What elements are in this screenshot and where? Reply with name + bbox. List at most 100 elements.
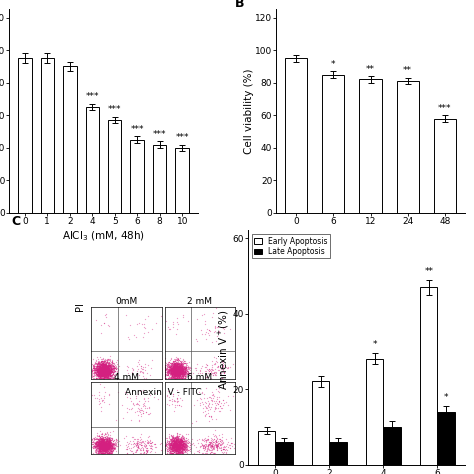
Point: [98, 436, 106, 444]
Point: [214, 437, 222, 445]
Point: [173, 441, 180, 449]
Point: [101, 440, 109, 447]
Point: [179, 367, 187, 374]
Point: [96, 438, 104, 446]
Point: [93, 365, 100, 372]
Point: [178, 445, 186, 452]
Point: [97, 367, 104, 375]
Point: [169, 444, 177, 451]
Point: [104, 439, 111, 447]
Point: [168, 361, 175, 369]
Point: [97, 362, 104, 370]
Point: [92, 448, 100, 456]
Point: [105, 363, 113, 371]
Point: [98, 369, 106, 377]
Point: [94, 370, 102, 377]
Point: [175, 368, 183, 376]
Point: [171, 366, 179, 374]
Point: [175, 363, 182, 370]
Point: [174, 373, 182, 381]
Point: [100, 366, 108, 374]
Point: [176, 442, 184, 449]
Point: [100, 361, 108, 369]
Point: [108, 441, 115, 449]
Point: [134, 358, 142, 366]
Point: [138, 441, 146, 449]
Point: [100, 449, 108, 457]
Point: [96, 444, 103, 451]
Point: [157, 447, 165, 454]
Point: [104, 430, 112, 438]
Point: [176, 365, 183, 373]
Point: [104, 366, 111, 374]
Point: [105, 365, 113, 372]
Point: [102, 447, 110, 454]
Point: [218, 447, 225, 454]
Point: [183, 445, 191, 453]
Point: [171, 368, 178, 376]
Point: [98, 362, 106, 369]
Point: [101, 366, 109, 374]
Point: [176, 445, 183, 453]
Point: [100, 372, 108, 380]
Point: [100, 448, 107, 456]
Point: [95, 362, 102, 370]
Point: [106, 374, 114, 382]
Point: [175, 447, 182, 454]
Point: [100, 366, 107, 374]
Point: [174, 447, 182, 455]
Point: [98, 370, 105, 377]
Point: [98, 374, 105, 381]
Point: [178, 369, 186, 377]
Point: [163, 441, 170, 448]
Point: [101, 368, 109, 375]
Point: [97, 366, 105, 374]
Point: [98, 447, 105, 455]
Point: [88, 372, 96, 379]
Point: [94, 368, 101, 376]
Point: [98, 362, 105, 370]
Point: [91, 363, 98, 370]
Point: [137, 364, 145, 372]
Point: [164, 366, 172, 374]
Point: [172, 443, 180, 451]
Point: [172, 436, 179, 443]
Point: [102, 358, 109, 366]
Point: [183, 442, 191, 449]
Point: [96, 442, 104, 449]
Point: [95, 365, 102, 373]
Point: [211, 438, 219, 445]
Point: [171, 362, 179, 370]
Point: [100, 366, 108, 374]
Point: [98, 439, 106, 447]
Point: [173, 439, 181, 447]
Point: [178, 444, 185, 452]
Point: [174, 369, 182, 376]
Point: [223, 440, 231, 448]
Point: [175, 436, 182, 444]
Point: [96, 363, 103, 371]
Point: [109, 369, 117, 376]
Point: [167, 365, 174, 373]
Point: [171, 370, 178, 377]
Point: [103, 366, 111, 374]
Point: [210, 397, 218, 405]
Point: [174, 374, 182, 382]
Point: [167, 374, 175, 382]
Point: [88, 372, 96, 379]
Point: [172, 370, 180, 377]
Point: [94, 363, 101, 370]
Point: [95, 448, 102, 456]
Bar: [258, 430, 275, 465]
Point: [104, 440, 111, 448]
Point: [136, 438, 143, 446]
Point: [113, 364, 120, 371]
Point: [184, 439, 192, 447]
Point: [172, 368, 180, 376]
Point: [177, 359, 185, 366]
Point: [105, 359, 113, 367]
Point: [95, 367, 102, 375]
Point: [96, 363, 103, 370]
Point: [102, 363, 110, 370]
Point: [178, 445, 186, 452]
